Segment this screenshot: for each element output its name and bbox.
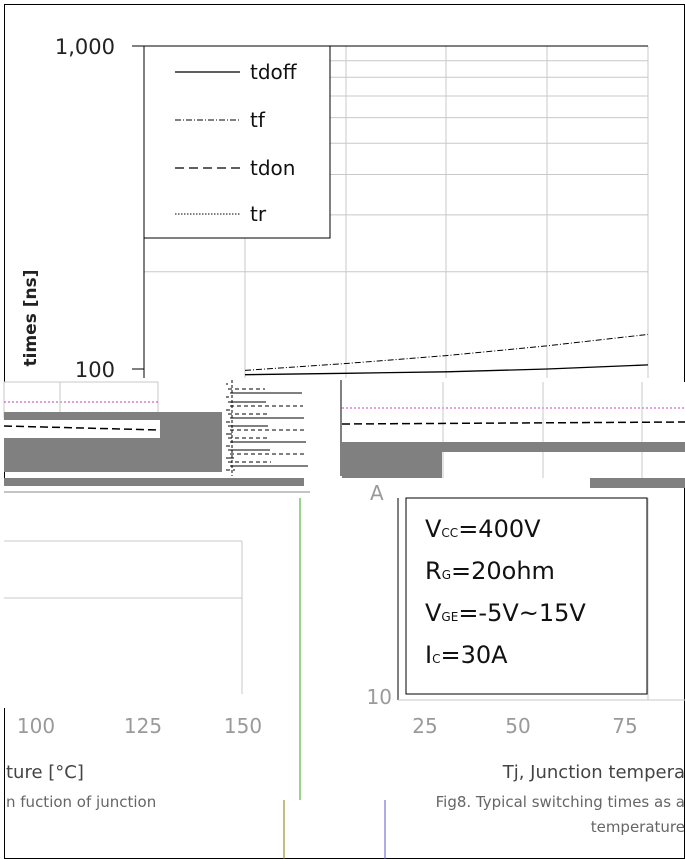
- y-axis-label: times [ns]: [21, 270, 41, 367]
- test-condition-0: VCC=400V: [425, 515, 541, 543]
- figure-caption-right: Fig8. Typical switching times as a: [436, 793, 685, 811]
- fragment-gray-bar: [4, 412, 229, 422]
- top-chart-series: [244, 333, 649, 376]
- fragment-left-lower: [4, 420, 160, 438]
- x-tick-label: 150: [224, 714, 262, 738]
- fragment-right-dashed: [341, 421, 685, 425]
- x-tick-label: 25: [412, 714, 437, 738]
- legend-label-tdoff: tdoff: [250, 60, 298, 84]
- bottom-left-plot-area: [4, 498, 294, 708]
- x-axis-label-right: Tj, Junction tempera: [502, 762, 685, 783]
- bottom-left-chart: 100 125 150 ture [°C] n fuction of junct…: [4, 498, 386, 859]
- x-tick-label: 75: [612, 714, 637, 738]
- legend-box: [143, 45, 331, 239]
- test-conditions-box: [405, 497, 648, 695]
- fragment-strip: [4, 478, 304, 486]
- fragment-gray-fill: [4, 438, 229, 472]
- legend-label-tf: tf: [250, 108, 266, 132]
- fragment-strip-right: [590, 478, 685, 488]
- fragment-left-dashed: [3, 425, 161, 431]
- bottom-right-chart: A 10 25 50 75 Tj, Junction tempera Fig8.…: [367, 481, 685, 836]
- y-tick-label: 10: [367, 685, 392, 709]
- top-chart: 1,000 100 times [ns] tdoff tf tdon tr: [21, 35, 649, 382]
- series-line-tdoff: [244, 364, 649, 376]
- fragment-right-gray-bar: [342, 442, 685, 452]
- x-axis-label-left: ture [°C]: [6, 762, 84, 783]
- legend-label-tr: tr: [250, 202, 267, 226]
- glitch-glyph: A: [370, 481, 384, 505]
- x-tick-label: 100: [17, 714, 55, 738]
- figure-caption-left: n fuction of junction: [6, 793, 156, 811]
- fragment-center-bg: [222, 378, 342, 478]
- overlap-band: [3, 378, 685, 498]
- legend-label-tdon: tdon: [250, 156, 295, 180]
- fragment-center-lines: [226, 380, 342, 476]
- top-y-tick-label: 1,000: [55, 35, 115, 59]
- test-conditions: VCC=400V RG=20ohm VGE=-5V~15V IC=30A: [425, 515, 586, 669]
- fragment-right-gray-block: [342, 452, 442, 478]
- test-condition-1: RG=20ohm: [425, 557, 555, 585]
- x-tick-label: 125: [124, 714, 162, 738]
- top-y-tick-label: 100: [75, 358, 115, 382]
- figure-caption-right-line2: temperature: [591, 818, 685, 836]
- test-condition-3: IC=30A: [425, 641, 508, 669]
- series-line-tf: [244, 333, 649, 371]
- test-condition-2: VGE=-5V~15V: [425, 599, 586, 627]
- x-tick-label: 50: [505, 714, 530, 738]
